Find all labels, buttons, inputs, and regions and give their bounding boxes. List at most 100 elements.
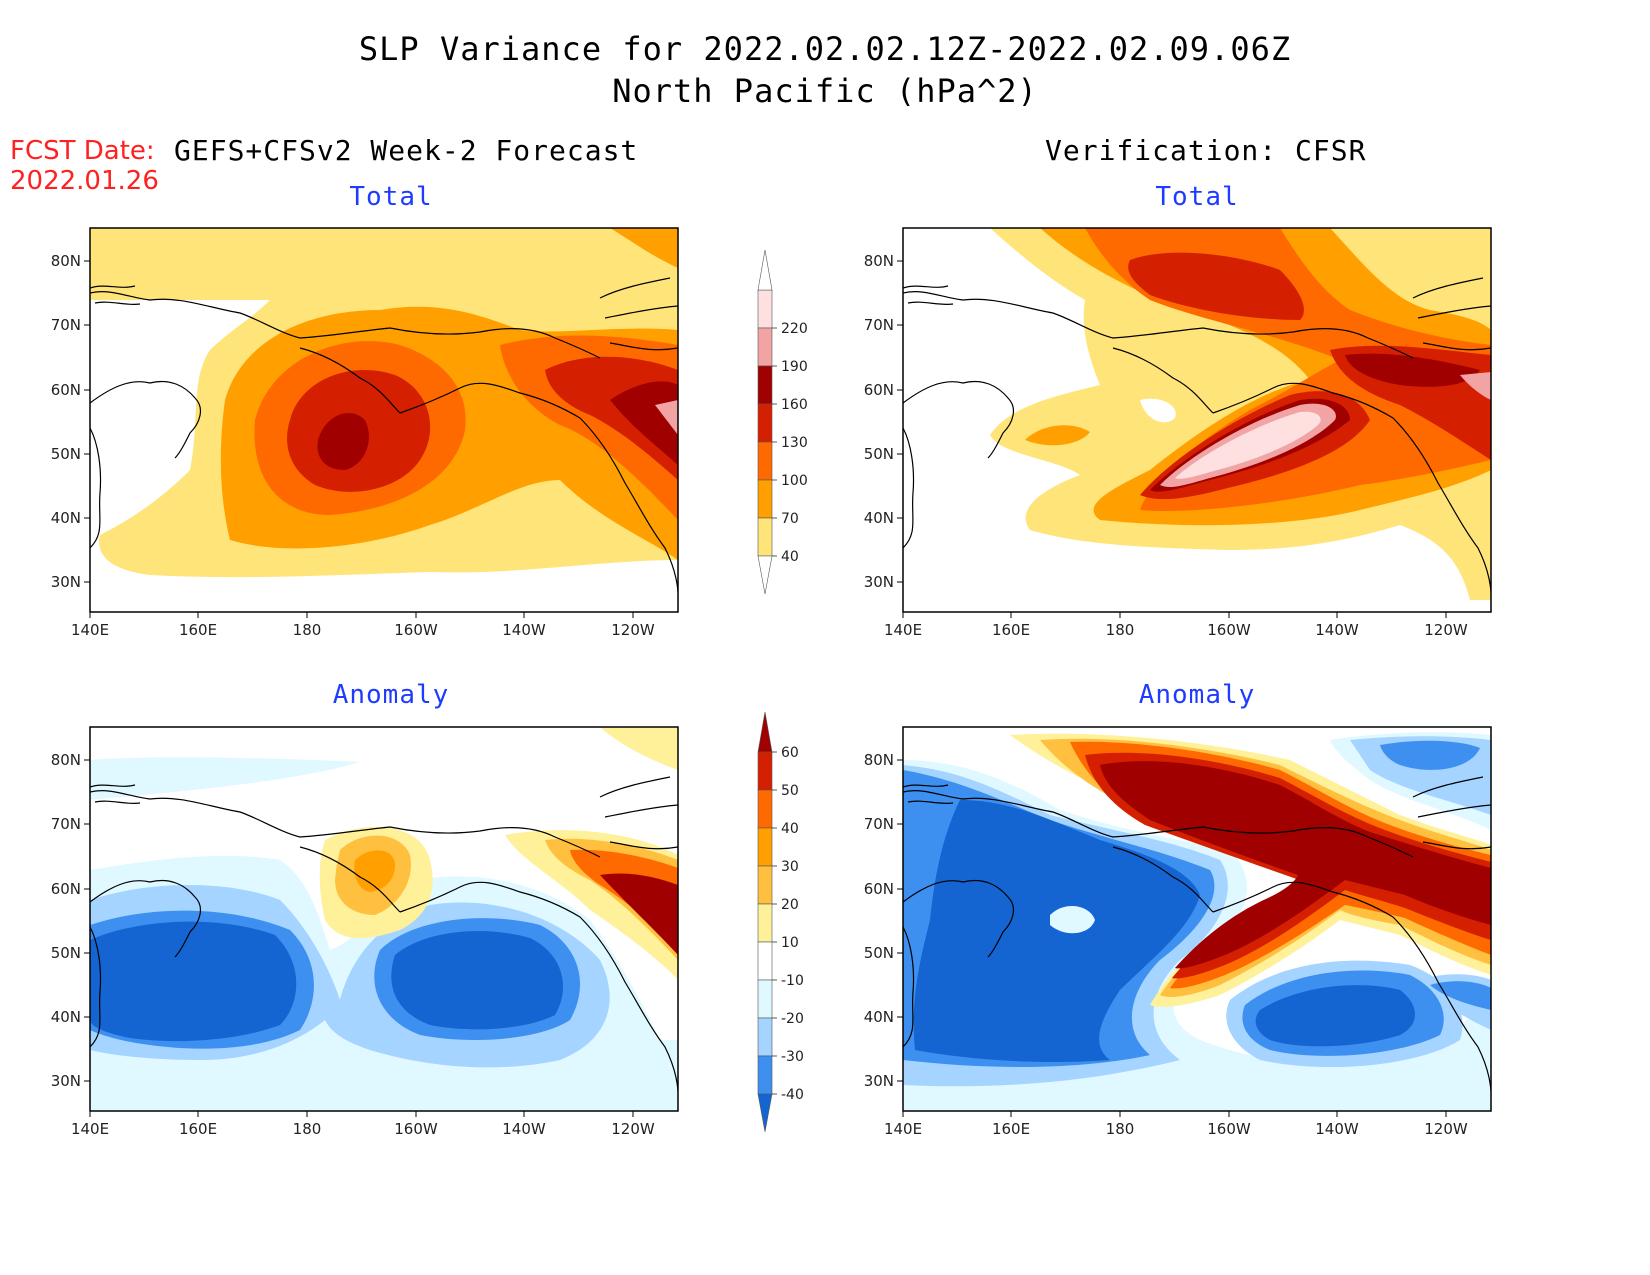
y-tick-label: 70N: [864, 815, 894, 833]
colorbar-segment: [757, 979, 773, 1019]
colorbar-segment: [757, 1017, 773, 1057]
colorbar-segment: [757, 517, 773, 557]
x-tick-label: 180: [1106, 621, 1135, 639]
colorbar-label: 50: [781, 783, 799, 799]
x-tick-label: 140E: [884, 1120, 922, 1138]
x-tick-label: 160E: [179, 1120, 217, 1138]
colorbar-label: 70: [781, 511, 799, 527]
colorbar-label: 40: [781, 821, 799, 837]
main-title-line1: SLP Variance for 2022.02.02.12Z-2022.02.…: [358, 30, 1292, 68]
colorbar-segment: [757, 365, 773, 405]
y-tick-label: 30N: [51, 573, 81, 591]
colorbar-segment: [757, 865, 773, 905]
colorbar-label: 160: [781, 397, 808, 413]
colorbar-label: -30: [781, 1049, 804, 1065]
y-tick-label: 40N: [864, 509, 894, 527]
y-tick-label: 30N: [864, 1072, 894, 1090]
x-tick-label: 140W: [502, 1120, 546, 1138]
colorbar-segment: [757, 1055, 773, 1095]
x-tick-label: 180: [1106, 1120, 1135, 1138]
y-tick-label: 80N: [51, 751, 81, 769]
main-title-line2: North Pacific (hPa^2): [612, 72, 1038, 110]
x-tick-label: 140E: [71, 1120, 109, 1138]
colorbar-label: 40: [781, 549, 799, 565]
colorbar-top-arrow: [757, 249, 773, 291]
panel-forecast-total-map: [90, 228, 678, 612]
x-tick-label: 180: [293, 621, 322, 639]
colorbar-segment: [757, 403, 773, 443]
colorbar-segment: [757, 903, 773, 943]
panel-forecast-anomaly-frame: [89, 726, 679, 1112]
x-tick-label: 140E: [884, 621, 922, 639]
y-tick-label: 40N: [51, 509, 81, 527]
y-tick-label: 70N: [51, 815, 81, 833]
y-tick-label: 70N: [864, 316, 894, 334]
y-tick-label: 70N: [51, 316, 81, 334]
y-tick-label: 30N: [51, 1072, 81, 1090]
y-tick-label: 30N: [864, 573, 894, 591]
colorbar-segment: [757, 327, 773, 367]
panel-verification-anomaly-map: [903, 727, 1491, 1111]
fcst-date-value: 2022.01.26: [10, 166, 159, 196]
x-tick-label: 160E: [179, 621, 217, 639]
colorbar-anomaly: 60 50 40 30 20 10 -10 -20 -30 -40: [757, 711, 804, 1133]
panel-title-verification-total: Total: [1155, 182, 1239, 212]
panel-forecast-total-frame: [89, 227, 679, 613]
colorbar-segment: [757, 941, 773, 981]
colorbar-label: 10: [781, 935, 799, 951]
colorbar-label: 190: [781, 359, 808, 375]
x-tick-label: 160W: [1207, 1120, 1251, 1138]
x-tick-label: 140W: [502, 621, 546, 639]
colorbar-segment: [757, 751, 773, 791]
x-tick-label: 120W: [611, 621, 655, 639]
colorbar-bottom-arrow: [757, 1093, 773, 1133]
colorbar-label: 100: [781, 473, 808, 489]
colorbar-label: 20: [781, 897, 799, 913]
y-tick-label: 60N: [51, 381, 81, 399]
colorbar-label: -40: [781, 1087, 804, 1103]
panel-title-verification-anomaly: Anomaly: [1138, 680, 1256, 710]
y-tick-label: 80N: [864, 252, 894, 270]
colorbar-total: 220 190 160 130 100 70 40: [757, 249, 808, 595]
colorbar-label: 60: [781, 745, 799, 761]
y-tick-label: 40N: [864, 1008, 894, 1026]
colorbar-top-arrow: [757, 711, 773, 753]
left-subtitle: GEFS+CFSv2 Week-2 Forecast: [174, 134, 639, 167]
colorbar-segment: [757, 789, 773, 829]
fcst-date-label: FCST Date:: [10, 136, 155, 166]
colorbar-label: 220: [781, 321, 808, 337]
colorbar-segment: [757, 289, 773, 329]
x-tick-label: 140W: [1315, 621, 1359, 639]
y-tick-label: 60N: [51, 880, 81, 898]
panel-verification-total-frame: [902, 227, 1492, 613]
x-tick-label: 180: [293, 1120, 322, 1138]
x-tick-label: 160W: [1207, 621, 1251, 639]
x-tick-label: 160E: [992, 621, 1030, 639]
x-tick-label: 120W: [611, 1120, 655, 1138]
axes-layer: 140E 160E 180 160W 140W 120W 80N 70N 60N 50N 40N 30…: [51, 252, 1468, 1138]
x-tick-label: 120W: [1424, 621, 1468, 639]
x-tick-label: 160E: [992, 1120, 1030, 1138]
y-tick-label: 50N: [864, 445, 894, 463]
fcst-date-block: FCST Date: 2022.01.26: [10, 136, 159, 196]
y-tick-label: 80N: [51, 252, 81, 270]
colorbar-segment: [757, 479, 773, 519]
colorbar-segment: [757, 441, 773, 481]
y-tick-label: 40N: [51, 1008, 81, 1026]
y-tick-label: 60N: [864, 880, 894, 898]
right-subtitle: Verification: CFSR: [1045, 134, 1367, 167]
y-tick-label: 60N: [864, 381, 894, 399]
colorbar-label: -10: [781, 973, 804, 989]
y-tick-label: 80N: [864, 751, 894, 769]
colorbar-segment: [757, 827, 773, 867]
x-tick-label: 140W: [1315, 1120, 1359, 1138]
y-tick-label: 50N: [51, 944, 81, 962]
panel-title-forecast-anomaly: Anomaly: [332, 680, 450, 710]
colorbar-label: 130: [781, 435, 808, 451]
y-tick-label: 50N: [864, 944, 894, 962]
colorbar-label: -20: [781, 1011, 804, 1027]
x-tick-label: 160W: [394, 1120, 438, 1138]
panel-forecast-anomaly-map: [90, 727, 678, 1111]
x-tick-label: 140E: [71, 621, 109, 639]
